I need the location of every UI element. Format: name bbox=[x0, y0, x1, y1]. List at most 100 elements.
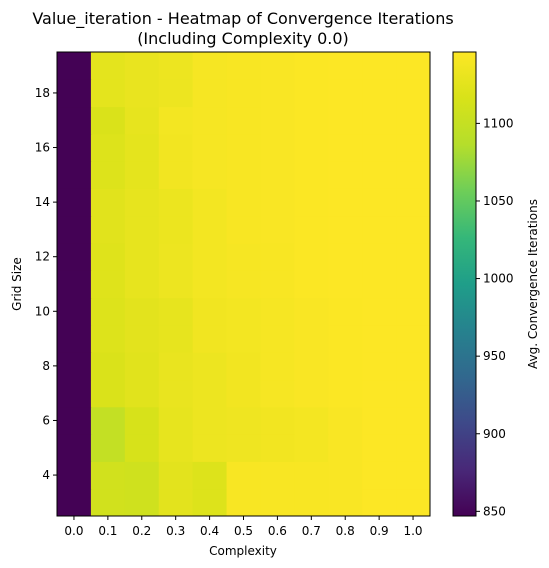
heatmap-cell bbox=[362, 215, 397, 244]
heatmap-cell bbox=[328, 461, 363, 490]
heatmap-cell bbox=[328, 79, 363, 108]
heatmap-cell bbox=[260, 379, 295, 408]
heatmap-cell bbox=[362, 297, 397, 326]
heatmap-cell bbox=[260, 188, 295, 217]
heatmap-cell bbox=[124, 297, 160, 326]
heatmap-cell bbox=[328, 379, 363, 408]
heatmap-cell bbox=[260, 79, 295, 108]
heatmap-cell bbox=[396, 243, 431, 271]
x-tick-label: 0.2 bbox=[132, 524, 151, 538]
heatmap-cell bbox=[90, 352, 126, 381]
heatmap-cell bbox=[90, 188, 126, 217]
heatmap-cell bbox=[226, 243, 261, 271]
x-tick-label: 0.4 bbox=[200, 524, 219, 538]
heatmap-cell bbox=[260, 52, 295, 80]
heatmap-cell bbox=[226, 270, 261, 299]
heatmap-cell bbox=[158, 379, 194, 408]
chart-title-line1: Value_iteration - Heatmap of Convergence… bbox=[32, 9, 453, 29]
heatmap-cell bbox=[294, 461, 329, 490]
heatmap-cell bbox=[57, 215, 92, 244]
heatmap-cell bbox=[90, 243, 126, 271]
heatmap-cell bbox=[158, 270, 194, 299]
heatmap-cell bbox=[158, 434, 194, 462]
colorbar bbox=[452, 51, 477, 517]
heatmap-cell bbox=[226, 161, 261, 189]
heatmap-cell bbox=[90, 379, 126, 408]
heatmap-cell bbox=[294, 297, 329, 326]
heatmap-cell bbox=[124, 379, 160, 408]
heatmap-cell bbox=[362, 161, 397, 189]
heatmap-cell bbox=[57, 188, 92, 217]
heatmap-cell bbox=[362, 270, 397, 299]
y-tick-label: 16 bbox=[35, 141, 50, 155]
heatmap-cell bbox=[192, 352, 228, 381]
heatmap-cell bbox=[90, 215, 126, 244]
heatmap-cell bbox=[57, 434, 92, 462]
heatmap-cell bbox=[396, 461, 431, 490]
heatmap-cell bbox=[226, 106, 261, 135]
colorbar-tick-label: 950 bbox=[483, 349, 506, 363]
heatmap-cell bbox=[124, 488, 160, 517]
x-axis-label: Complexity bbox=[209, 544, 277, 558]
heatmap-cell bbox=[396, 406, 431, 435]
heatmap-cell bbox=[90, 324, 126, 353]
heatmap-cell bbox=[328, 161, 363, 189]
x-tick-label: 0.1 bbox=[98, 524, 117, 538]
heatmap-cell bbox=[158, 215, 194, 244]
heatmap-cell bbox=[396, 188, 431, 217]
heatmap-cell bbox=[90, 133, 126, 162]
heatmap-cell bbox=[396, 434, 431, 462]
heatmap-cell bbox=[294, 215, 329, 244]
heatmap-cell bbox=[57, 52, 92, 80]
heatmap-cell bbox=[124, 270, 160, 299]
heatmap-cell bbox=[192, 161, 228, 189]
x-tick-label: 0.0 bbox=[64, 524, 83, 538]
heatmap-cell bbox=[192, 133, 228, 162]
heatmap-cell bbox=[362, 106, 397, 135]
heatmap-cell bbox=[226, 133, 261, 162]
heatmap-cell bbox=[328, 215, 363, 244]
heatmap-cell bbox=[158, 52, 194, 80]
heatmap-cell bbox=[328, 270, 363, 299]
colorbar-tick-label: 850 bbox=[483, 504, 506, 518]
heatmap-cell bbox=[90, 434, 126, 462]
heatmap-cell bbox=[362, 352, 397, 381]
heatmap-cell bbox=[192, 188, 228, 217]
heatmap-cell bbox=[57, 352, 92, 381]
heatmap-cell bbox=[57, 379, 92, 408]
heatmap-cell bbox=[57, 406, 92, 435]
heatmap-cell bbox=[294, 488, 329, 517]
heatmap-cell bbox=[396, 161, 431, 189]
heatmap-cell bbox=[226, 215, 261, 244]
heatmap-cell bbox=[57, 297, 92, 326]
heatmap-cell bbox=[260, 297, 295, 326]
heatmap-cell bbox=[226, 379, 261, 408]
heatmap-cell bbox=[328, 52, 363, 80]
heatmap-cell bbox=[226, 188, 261, 217]
heatmap-cell bbox=[124, 324, 160, 353]
heatmap-cell bbox=[192, 379, 228, 408]
heatmap-cell bbox=[57, 270, 92, 299]
y-axis: 4 6 8 10 12 14 16 18 bbox=[35, 86, 57, 482]
heatmap-cell bbox=[260, 352, 295, 381]
y-tick-label: 18 bbox=[35, 86, 50, 100]
heatmap-cell bbox=[124, 106, 160, 135]
heatmap-cell bbox=[57, 324, 92, 353]
heatmap-cell bbox=[124, 161, 160, 189]
heatmap-cell bbox=[226, 488, 261, 517]
heatmap-cell bbox=[362, 434, 397, 462]
heatmap-cell bbox=[192, 406, 228, 435]
heatmap-cell bbox=[362, 324, 397, 353]
heatmap-cell bbox=[260, 324, 295, 353]
x-tick-label: 1.0 bbox=[403, 524, 422, 538]
x-tick-label: 0.6 bbox=[268, 524, 287, 538]
heatmap-cell bbox=[158, 161, 194, 189]
colorbar-tick-label: 1000 bbox=[483, 272, 514, 286]
heatmap-cell bbox=[192, 297, 228, 326]
heatmap-cell bbox=[294, 188, 329, 217]
heatmap-cell bbox=[158, 106, 194, 135]
y-tick-label: 14 bbox=[35, 195, 50, 209]
heatmap-cell bbox=[294, 243, 329, 271]
heatmap-cell bbox=[158, 188, 194, 217]
